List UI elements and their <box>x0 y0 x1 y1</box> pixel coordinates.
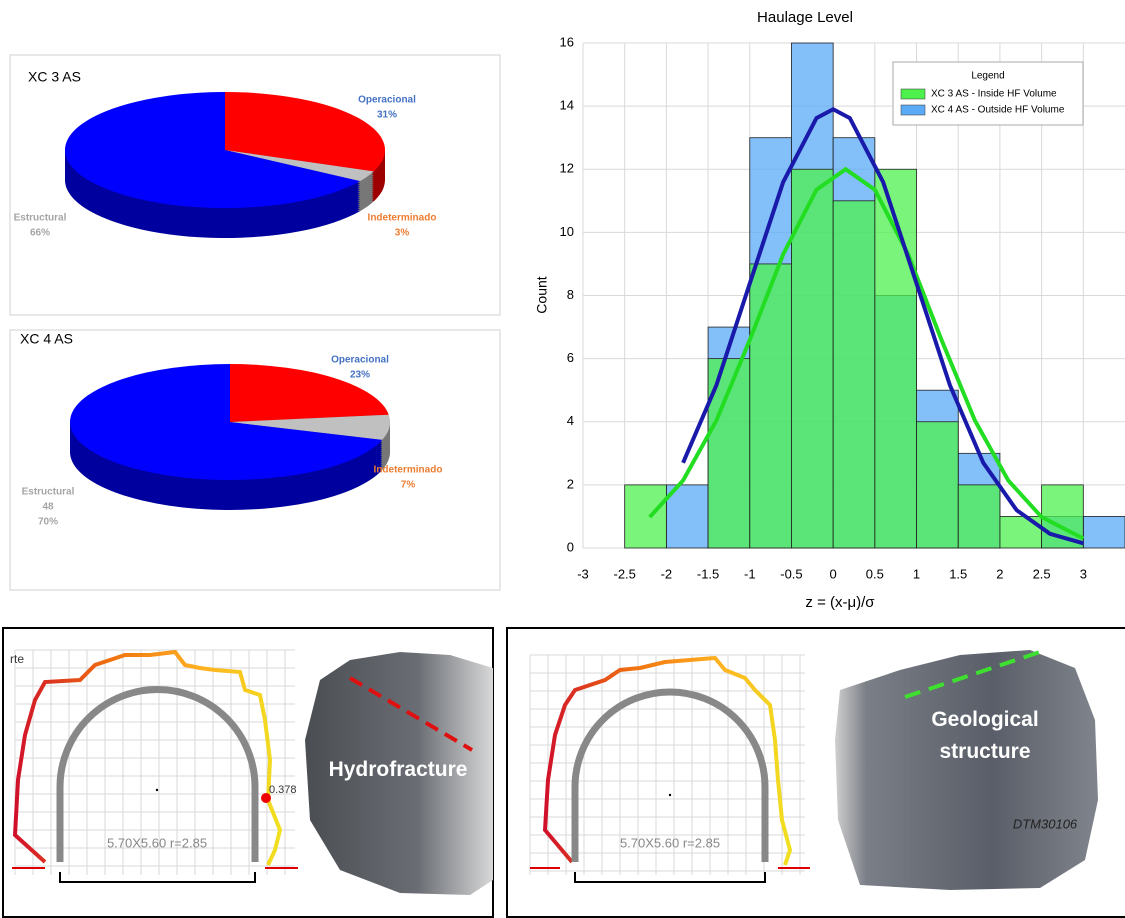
x-tick-label: 2.5 <box>1033 566 1051 581</box>
x-axis-label: z = (x-μ)/σ <box>805 594 875 611</box>
arch <box>56 686 259 862</box>
pie-label: Operacional <box>331 355 389 366</box>
x-tick-label: -0.5 <box>780 566 802 581</box>
histogram-bar <box>916 421 959 549</box>
pie-value-label: 70% <box>38 517 58 528</box>
point <box>261 793 271 803</box>
pie-label: Indeterminado <box>368 213 437 224</box>
pie-title: XC 3 AS <box>28 69 81 85</box>
fit-curve <box>681 107 1084 546</box>
histogram-bar <box>749 263 792 549</box>
y-tick-label: 8 <box>567 287 574 302</box>
x-tick-label: -1 <box>744 566 756 581</box>
pie-label: Indeterminado <box>374 465 443 476</box>
image-label-line: Hydrofracture <box>329 758 468 781</box>
profile <box>12 649 283 866</box>
image-label-line: structure <box>939 740 1030 763</box>
pie-label: Operacional <box>358 95 416 106</box>
dimension-label: 5.70X5.60 r=2.85 <box>620 835 720 850</box>
pie-slice <box>230 414 390 440</box>
pie-label: Estructural <box>22 487 75 498</box>
x-tick-label: 2 <box>996 566 1003 581</box>
pie-label: Estructural <box>14 213 67 224</box>
base <box>574 872 766 883</box>
point-label: 0.378 <box>269 784 297 796</box>
arch <box>571 688 769 862</box>
profile <box>542 655 793 866</box>
y-tick-label: 16 <box>560 34 574 49</box>
image-label: Hydrofracture <box>329 758 468 781</box>
pie-slice <box>65 92 361 209</box>
legend-title: Legend <box>971 71 1004 82</box>
pie-frame <box>9 329 501 591</box>
chart-title: Haulage Level <box>757 9 853 26</box>
histogram-bar <box>791 168 834 549</box>
x-tick-label: -1.5 <box>697 566 719 581</box>
legend-label: XC 3 AS - Inside HF Volume <box>931 89 1057 100</box>
x-tick-label: 1.5 <box>949 566 967 581</box>
base <box>59 872 256 883</box>
x-tick-label: -2.5 <box>613 566 635 581</box>
y-tick-label: 2 <box>567 476 574 491</box>
pie-slice <box>230 364 389 422</box>
x-tick-label: 0 <box>830 566 837 581</box>
x-tick-label: -2 <box>661 566 673 581</box>
fit-curve <box>648 166 1085 541</box>
x-tick-label: -3 <box>577 566 589 581</box>
corner-label: rte <box>10 652 24 666</box>
y-tick-label: 12 <box>560 161 574 176</box>
rock <box>305 652 493 895</box>
legend-label: XC 4 AS - Outside HF Volume <box>931 105 1065 116</box>
pie-slice <box>225 150 374 182</box>
dimension-label: 5.70X5.60 r=2.85 <box>107 835 207 850</box>
legend-swatch <box>900 104 926 116</box>
panel-frame <box>506 627 1125 918</box>
pie-slice <box>69 364 383 480</box>
y-tick-label: 0 <box>567 539 574 554</box>
x-tick-label: 0.5 <box>866 566 884 581</box>
pie-value-label: 31% <box>377 110 397 121</box>
histogram-bar <box>624 484 667 549</box>
sample-label: DTM30106 <box>1013 816 1078 831</box>
y-axis-label: Count <box>534 276 550 313</box>
fracture-line <box>348 676 474 752</box>
y-tick-label: 4 <box>567 413 574 428</box>
x-tick-label: 3 <box>1080 566 1087 581</box>
center <box>155 788 159 792</box>
pie-count: 48 <box>42 502 54 513</box>
pie-value-label: 7% <box>401 480 416 491</box>
pie-value-label: 66% <box>30 228 50 239</box>
y-tick-label: 6 <box>567 350 574 365</box>
rock <box>835 650 1098 890</box>
histogram-bar <box>665 484 709 549</box>
image-label-line: Geological <box>931 708 1038 731</box>
histogram-bar <box>832 200 876 549</box>
pie-slice <box>225 92 386 172</box>
histogram-bar <box>957 484 1001 549</box>
x-tick-label: 1 <box>913 566 920 581</box>
pie-value-label: 23% <box>350 370 370 381</box>
histogram-bar <box>1082 516 1125 549</box>
y-tick-label: 14 <box>560 98 574 113</box>
pie-title: XC 4 AS <box>20 331 73 347</box>
image-label: Geological structure <box>931 708 1038 763</box>
pie-value-label: 3% <box>395 228 410 239</box>
y-tick-label: 10 <box>560 224 574 239</box>
center <box>668 793 672 797</box>
pie-frame <box>9 54 501 316</box>
legend-swatch <box>900 88 926 100</box>
